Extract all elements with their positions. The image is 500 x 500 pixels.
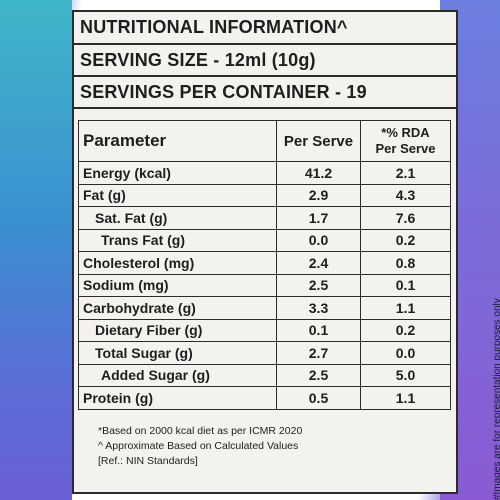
header-rda: *% RDA Per Serve <box>360 120 451 162</box>
background-left <box>0 0 72 500</box>
nutrition-label-panel: NUTRITIONAL INFORMATION^ SERVING SIZE - … <box>72 10 458 494</box>
row-name: Sat. Fat (g) <box>78 206 277 230</box>
footnote-rda: *Based on 2000 kcal diet as per ICMR 202… <box>98 425 303 437</box>
table-row: Energy (kcal) 41.2 2.1 <box>78 161 451 185</box>
row-per-serve: 0.1 <box>276 318 361 342</box>
row-name: Dietary Fiber (g) <box>78 318 277 342</box>
row-per-serve: 41.2 <box>276 161 361 185</box>
nutrition-table: Parameter Per Serve *% RDA Per Serve Ene… <box>78 120 451 410</box>
header-per-serve: Per Serve <box>276 120 361 162</box>
row-per-serve: 0.0 <box>276 228 361 252</box>
side-disclaimer-text: #Images are for representation purposes … <box>492 298 500 500</box>
table-row: Cholesterol (mg) 2.4 0.8 <box>78 251 451 275</box>
row-rda: 4.3 <box>360 183 451 207</box>
row-name: Added Sugar (g) <box>78 363 277 387</box>
header-parameter: Parameter <box>78 120 277 162</box>
row-rda: 2.1 <box>360 161 451 185</box>
table-row: Added Sugar (g) 2.5 5.0 <box>78 363 451 387</box>
row-name: Fat (g) <box>78 183 277 207</box>
row-per-serve: 1.7 <box>276 206 361 230</box>
table-row: Protein (g) 0.5 1.1 <box>78 386 451 410</box>
footnote-approximate: ^ Approximate Based on Calculated Values <box>98 440 299 452</box>
table-row: Fat (g) 2.9 4.3 <box>78 183 451 207</box>
row-name: Carbohydrate (g) <box>78 296 277 320</box>
row-name: Total Sugar (g) <box>78 341 277 365</box>
row-rda: 0.8 <box>360 251 451 275</box>
row-rda: 1.1 <box>360 386 451 410</box>
serving-size: SERVING SIZE - 12ml (10g) <box>74 45 456 77</box>
row-name: Sodium (mg) <box>78 273 277 297</box>
row-rda: 7.6 <box>360 206 451 230</box>
table-row: Carbohydrate (g) 3.3 1.1 <box>78 296 451 320</box>
header-rda-line1: *% RDA <box>381 125 430 140</box>
label-title: NUTRITIONAL INFORMATION^ <box>74 12 456 45</box>
table-header-row: Parameter Per Serve *% RDA Per Serve <box>78 120 451 162</box>
table-row: Sodium (mg) 2.5 0.1 <box>78 273 451 297</box>
row-rda: 0.0 <box>360 341 451 365</box>
row-rda: 0.1 <box>360 273 451 297</box>
table-row: Trans Fat (g) 0.0 0.2 <box>78 228 451 252</box>
row-per-serve: 2.7 <box>276 341 361 365</box>
row-per-serve: 3.3 <box>276 296 361 320</box>
row-per-serve: 2.9 <box>276 183 361 207</box>
row-rda: 0.2 <box>360 318 451 342</box>
header-rda-line2: Per Serve <box>375 141 436 156</box>
row-rda: 0.2 <box>360 228 451 252</box>
row-name: Cholesterol (mg) <box>78 251 277 275</box>
footnotes: *Based on 2000 kcal diet as per ICMR 202… <box>98 424 302 469</box>
servings-per-container: SERVINGS PER CONTAINER - 19 <box>74 77 456 109</box>
row-rda: 1.1 <box>360 296 451 320</box>
row-per-serve: 2.5 <box>276 273 361 297</box>
row-rda: 5.0 <box>360 363 451 387</box>
footnote-reference: [Ref.: NIN Standards] <box>98 455 198 467</box>
row-per-serve: 2.5 <box>276 363 361 387</box>
row-name: Trans Fat (g) <box>78 228 277 252</box>
table-row: Dietary Fiber (g) 0.1 0.2 <box>78 318 451 342</box>
row-per-serve: 0.5 <box>276 386 361 410</box>
table-row: Total Sugar (g) 2.7 0.0 <box>78 341 451 365</box>
row-name: Protein (g) <box>78 386 277 410</box>
table-row: Sat. Fat (g) 1.7 7.6 <box>78 206 451 230</box>
row-name: Energy (kcal) <box>78 161 277 185</box>
row-per-serve: 2.4 <box>276 251 361 275</box>
